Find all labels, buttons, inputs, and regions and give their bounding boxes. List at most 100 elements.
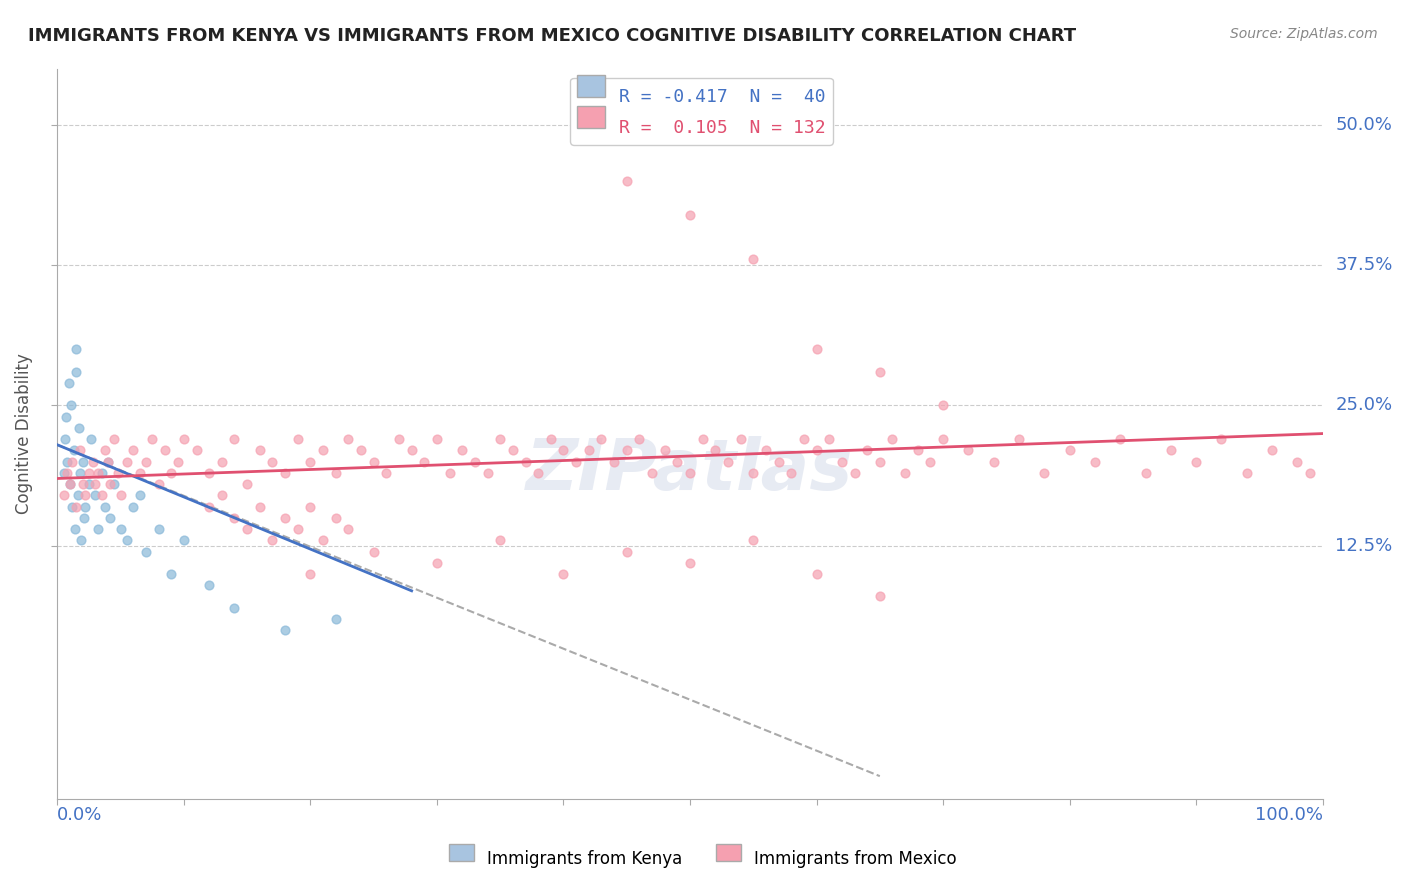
Point xyxy=(173,533,195,548)
Point xyxy=(1299,466,1322,480)
Point xyxy=(1059,443,1081,458)
Point xyxy=(135,455,157,469)
Point xyxy=(603,455,626,469)
Point xyxy=(1185,455,1208,469)
Point xyxy=(907,443,929,458)
Point xyxy=(77,466,100,480)
Point xyxy=(236,477,259,491)
Point xyxy=(160,466,183,480)
Point xyxy=(869,365,891,379)
Point xyxy=(641,466,664,480)
Point xyxy=(742,252,765,267)
Point xyxy=(1286,455,1309,469)
Point xyxy=(249,443,271,458)
Point xyxy=(844,466,866,480)
Point xyxy=(62,500,84,514)
Point xyxy=(1211,432,1233,446)
Point xyxy=(932,432,955,446)
Point xyxy=(97,455,120,469)
Point xyxy=(69,443,91,458)
Point xyxy=(103,432,125,446)
Point xyxy=(489,432,512,446)
Point xyxy=(654,443,676,458)
Point xyxy=(578,443,600,458)
Text: 12.5%: 12.5% xyxy=(1336,537,1392,555)
Point xyxy=(90,466,112,480)
Text: 0.0%: 0.0% xyxy=(58,805,103,824)
Point xyxy=(540,432,562,446)
Text: 50.0%: 50.0% xyxy=(1336,116,1392,134)
Point xyxy=(62,443,84,458)
Point xyxy=(69,466,91,480)
Point xyxy=(56,466,79,480)
Point xyxy=(224,600,246,615)
Point xyxy=(153,443,176,458)
Point xyxy=(75,500,97,514)
Point xyxy=(148,477,170,491)
Point xyxy=(110,488,132,502)
Point xyxy=(401,443,423,458)
Point xyxy=(56,455,79,469)
Point xyxy=(806,343,828,357)
Point xyxy=(224,511,246,525)
Point xyxy=(806,566,828,581)
Point xyxy=(224,432,246,446)
Point xyxy=(262,455,284,469)
Point xyxy=(65,500,87,514)
Point xyxy=(856,443,879,458)
Point xyxy=(679,466,702,480)
Point xyxy=(160,566,183,581)
Point xyxy=(128,466,150,480)
Point xyxy=(299,500,322,514)
Point xyxy=(920,455,942,469)
Point xyxy=(274,511,297,525)
Point xyxy=(262,533,284,548)
Point xyxy=(553,566,575,581)
Point xyxy=(439,466,461,480)
Point xyxy=(325,612,347,626)
Point xyxy=(426,556,449,570)
Point xyxy=(869,590,891,604)
Point xyxy=(489,533,512,548)
Point xyxy=(1033,466,1056,480)
Point xyxy=(957,443,980,458)
Point xyxy=(768,455,790,469)
Point xyxy=(107,466,129,480)
Point xyxy=(287,522,309,536)
Point xyxy=(426,432,449,446)
Point xyxy=(464,455,486,469)
Point xyxy=(67,421,90,435)
Point xyxy=(806,443,828,458)
Point xyxy=(831,455,853,469)
Point xyxy=(65,343,87,357)
Point xyxy=(84,488,107,502)
Point xyxy=(186,443,208,458)
Point xyxy=(60,399,83,413)
Point xyxy=(325,466,347,480)
Point xyxy=(717,455,740,469)
Point xyxy=(363,544,385,558)
Point xyxy=(337,432,360,446)
Point xyxy=(128,488,150,502)
Point xyxy=(413,455,436,469)
Point xyxy=(211,455,233,469)
Point xyxy=(198,578,221,592)
Y-axis label: Cognitive Disability: Cognitive Disability xyxy=(15,353,32,514)
Point xyxy=(110,522,132,536)
Point xyxy=(869,455,891,469)
Point xyxy=(63,522,86,536)
Point xyxy=(59,477,82,491)
Text: ZIPatlas: ZIPatlas xyxy=(526,435,853,505)
Point xyxy=(84,477,107,491)
Point xyxy=(666,455,689,469)
Point xyxy=(77,477,100,491)
Point xyxy=(115,455,138,469)
Point xyxy=(100,477,122,491)
Point xyxy=(730,432,752,446)
Point xyxy=(515,455,537,469)
Point xyxy=(616,544,638,558)
Point xyxy=(363,455,385,469)
Point xyxy=(58,376,80,390)
Text: 37.5%: 37.5% xyxy=(1336,256,1393,274)
Point xyxy=(103,477,125,491)
